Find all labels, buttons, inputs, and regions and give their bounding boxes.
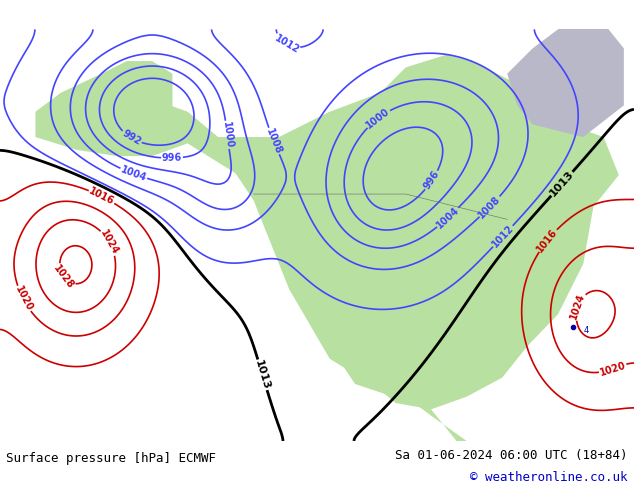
Text: 1012: 1012 (490, 223, 516, 249)
Text: 996: 996 (422, 169, 442, 192)
Text: Surface pressure [hPa] ECMWF: Surface pressure [hPa] ECMWF (6, 452, 216, 465)
Text: 1028: 1028 (51, 263, 75, 291)
Text: 1016: 1016 (87, 186, 116, 207)
Text: 1020: 1020 (598, 360, 627, 378)
Text: 1024: 1024 (98, 228, 120, 257)
Text: 1013: 1013 (548, 169, 576, 198)
Text: 4: 4 (583, 326, 588, 335)
Text: 1008: 1008 (477, 194, 503, 220)
Text: 1008: 1008 (264, 126, 283, 155)
Text: 1013: 1013 (253, 359, 271, 391)
Text: 1016: 1016 (535, 227, 560, 254)
Text: 1024: 1024 (569, 292, 587, 321)
Text: 996: 996 (162, 153, 182, 163)
Text: 992: 992 (120, 128, 143, 147)
Polygon shape (507, 10, 624, 137)
Text: 1012: 1012 (273, 33, 301, 55)
Polygon shape (36, 93, 238, 175)
Text: 1020: 1020 (13, 285, 34, 313)
Polygon shape (36, 61, 172, 137)
Text: 1000: 1000 (221, 121, 234, 149)
Text: 1000: 1000 (365, 106, 392, 130)
Text: Sa 01-06-2024 06:00 UTC (18+84): Sa 01-06-2024 06:00 UTC (18+84) (395, 449, 628, 462)
Text: 1004: 1004 (434, 205, 462, 230)
Text: © weatheronline.co.uk: © weatheronline.co.uk (470, 471, 628, 484)
Text: 1004: 1004 (119, 164, 148, 183)
Polygon shape (36, 55, 619, 409)
Polygon shape (289, 289, 467, 441)
